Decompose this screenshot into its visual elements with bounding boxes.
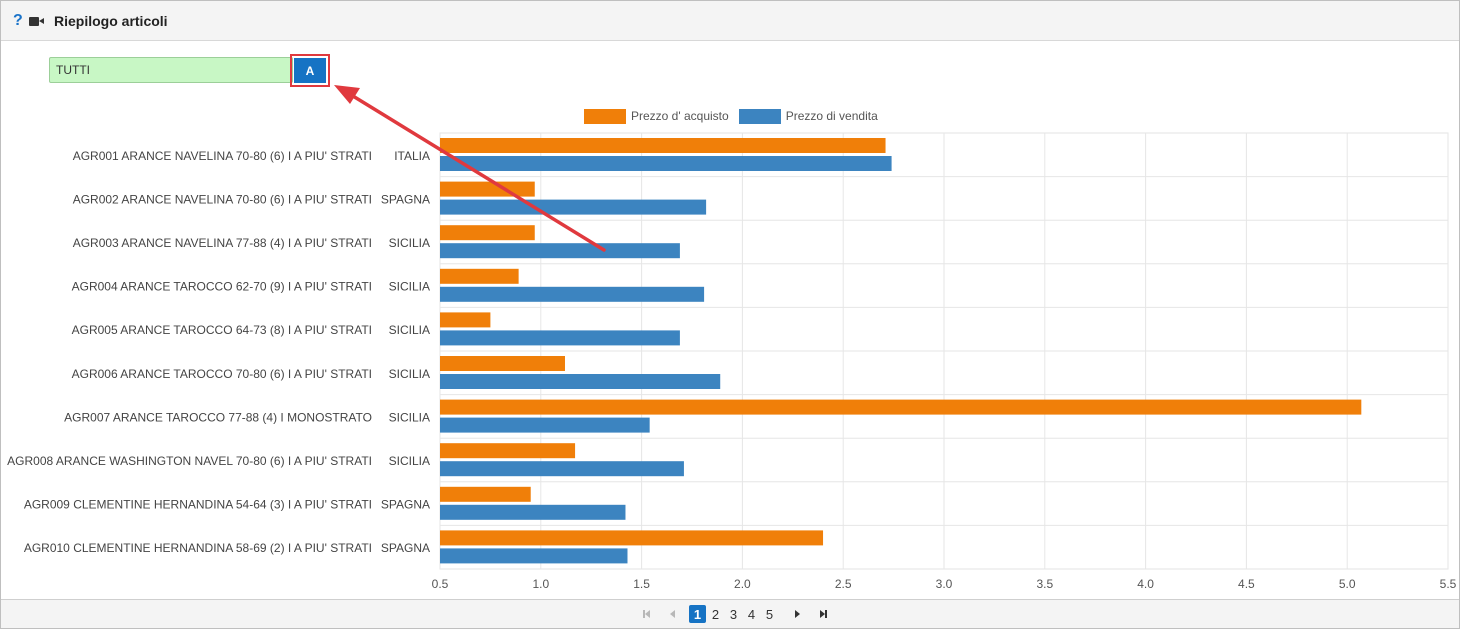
x-tick-label: 0.5 (432, 577, 449, 591)
page-3[interactable]: 3 (729, 606, 738, 622)
video-camera-icon[interactable] (29, 15, 45, 27)
x-tick-label: 4.5 (1238, 577, 1255, 591)
x-tick-label: 5.5 (1440, 577, 1457, 591)
bar-sale-price (440, 548, 628, 564)
y-origin-label: ITALIA (394, 149, 430, 163)
page-title: Riepilogo articoli (54, 12, 168, 29)
legend-item-sale[interactable]: Prezzo di vendita (738, 108, 878, 124)
bar-sale-price (440, 243, 680, 259)
bar-purchase-price (440, 356, 565, 371)
bar-purchase-price (440, 443, 576, 459)
legend-label-sale: Prezzo di vendita (785, 109, 878, 123)
bar-purchase-price (440, 486, 531, 502)
bar-purchase-price (440, 399, 1362, 415)
y-origin-label: SPAGNA (381, 541, 430, 555)
x-tick-label: 2.0 (734, 577, 751, 591)
panel-header: ? Riepilogo articoli (1, 1, 1459, 41)
filter-input[interactable]: TUTTI (49, 57, 293, 83)
y-tick-label: AGR009 CLEMENTINE HERNANDINA 54-64 (3) I… (24, 498, 372, 512)
page-5[interactable]: 5 (765, 606, 774, 622)
last-page-icon[interactable] (814, 605, 832, 623)
annotation-arrow-line (346, 91, 606, 252)
legend-swatch-purchase (584, 108, 626, 124)
x-tick-label: 5.0 (1339, 577, 1356, 591)
bar-sale-price (440, 504, 626, 520)
x-tick-label: 1.5 (633, 577, 650, 591)
apply-filter-button[interactable]: A (294, 58, 326, 83)
help-icon[interactable]: ? (13, 11, 23, 29)
bar-purchase-price (440, 181, 535, 197)
y-origin-label: SICILIA (389, 280, 430, 294)
y-tick-label: AGR004 ARANCE TAROCCO 62-70 (9) I A PIU'… (72, 280, 372, 294)
bar-sale-price (440, 374, 721, 389)
y-tick-label: AGR001 ARANCE NAVELINA 70-80 (6) I A PIU… (73, 149, 372, 163)
x-tick-label: 3.5 (1036, 577, 1053, 591)
page-1[interactable]: 1 (689, 605, 706, 623)
y-tick-label: AGR008 ARANCE WASHINGTON NAVEL 70-80 (6)… (7, 454, 372, 468)
bar-sale-price (440, 156, 892, 171)
page-2[interactable]: 2 (711, 606, 720, 622)
y-tick-label: AGR002 ARANCE NAVELINA 70-80 (6) I A PIU… (73, 192, 372, 206)
bar-purchase-price (440, 138, 886, 153)
y-origin-label: SICILIA (389, 236, 430, 250)
bar-purchase-price (440, 225, 535, 241)
y-tick-label: AGR010 CLEMENTINE HERNANDINA 58-69 (2) I… (24, 541, 372, 555)
bar-sale-price (440, 286, 705, 302)
y-origin-label: SICILIA (389, 367, 430, 381)
annotation-arrow-head (334, 85, 360, 104)
y-origin-label: SPAGNA (381, 192, 430, 206)
prev-page-icon[interactable] (663, 605, 681, 623)
x-tick-label: 3.0 (936, 577, 953, 591)
bar-sale-price (440, 330, 680, 346)
x-tick-label: 4.0 (1137, 577, 1154, 591)
x-tick-label: 2.5 (835, 577, 852, 591)
bar-purchase-price (440, 312, 491, 328)
legend-item-purchase[interactable]: Prezzo d' acquisto (584, 108, 729, 124)
annotation-highlight-box (290, 54, 330, 87)
pager: 1 2 3 4 5 (1, 599, 1459, 628)
chart-legend: Prezzo d' acquisto Prezzo di vendita (584, 108, 888, 124)
next-page-icon[interactable] (788, 605, 806, 623)
bar-purchase-price (440, 530, 824, 546)
bar-sale-price (440, 417, 650, 433)
bar-chart: 0.5 1.0 1.5 2.0 2.5 3.0 3.5 4.0 4.5 5.0 5.5 AGR001 … (7, 85, 1457, 591)
y-origin-label: SICILIA (389, 410, 430, 424)
x-tick-label: 1.0 (532, 577, 549, 591)
page-4[interactable]: 4 (747, 606, 756, 622)
y-tick-label: AGR006 ARANCE TAROCCO 70-80 (6) I A PIU'… (72, 367, 372, 381)
legend-swatch-sale (738, 108, 781, 124)
legend-label-purchase: Prezzo d' acquisto (631, 109, 729, 123)
bar-sale-price (440, 461, 684, 477)
first-page-icon[interactable] (637, 605, 655, 623)
y-tick-label: AGR005 ARANCE TAROCCO 64-73 (8) I A PIU'… (72, 323, 372, 337)
y-origin-label: SICILIA (389, 323, 430, 337)
bar-sale-price (440, 199, 707, 215)
y-origin-label: SICILIA (389, 454, 430, 468)
y-tick-label: AGR007 ARANCE TAROCCO 77-88 (4) I MONOST… (64, 410, 372, 424)
y-tick-label: AGR003 ARANCE NAVELINA 77-88 (4) I A PIU… (73, 236, 372, 250)
bar-purchase-price (440, 268, 519, 284)
y-origin-label: SPAGNA (381, 498, 430, 512)
